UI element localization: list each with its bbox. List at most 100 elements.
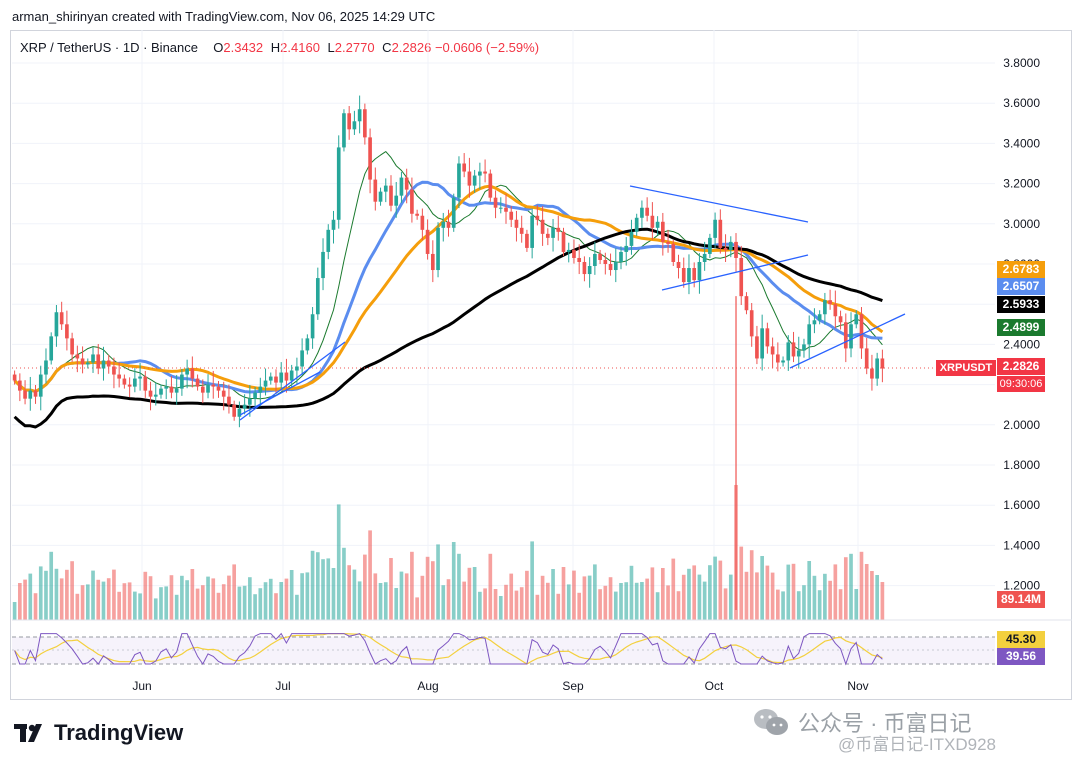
volume-bar xyxy=(791,563,796,620)
volume-bar xyxy=(540,575,545,620)
candle-body xyxy=(174,388,179,393)
symbol-label[interactable]: XRP / TetherUS · 1D · Binance xyxy=(20,40,198,55)
volume-bar xyxy=(112,569,116,620)
volume-badge: 89.14M xyxy=(997,591,1045,608)
candle-body xyxy=(498,207,503,209)
volume-bar xyxy=(634,582,639,620)
candle-body xyxy=(603,259,608,264)
rsi-line xyxy=(14,632,883,666)
candle-body xyxy=(221,390,226,397)
candle-body xyxy=(577,257,582,262)
volume-bar xyxy=(190,569,195,620)
candle-body xyxy=(713,219,717,238)
volume-bar xyxy=(624,582,629,620)
volume-bar xyxy=(504,584,508,620)
volume-bar xyxy=(451,542,456,620)
candle-body xyxy=(295,366,299,371)
volume-bar xyxy=(284,578,289,620)
candle-body xyxy=(169,386,174,393)
rsi-pane xyxy=(12,619,1072,666)
volume-bar xyxy=(603,585,608,620)
candle-body xyxy=(33,390,38,397)
chart-creator-caption: arman_shirinyan created with TradingView… xyxy=(12,9,436,24)
trendline xyxy=(629,185,809,223)
low-label: L xyxy=(327,40,335,55)
candle-body xyxy=(833,304,838,317)
volume-bar xyxy=(572,570,576,620)
candle-body xyxy=(101,360,106,369)
volume-bar xyxy=(122,583,127,620)
volume-bar xyxy=(237,586,242,620)
candle-body xyxy=(812,320,817,325)
volume-bar xyxy=(80,585,85,620)
volume-bar xyxy=(404,573,409,620)
tradingview-wordmark: TradingView xyxy=(54,720,184,745)
volume-bar xyxy=(796,591,801,620)
x-tick-label: Jun xyxy=(132,679,151,693)
volume-bar xyxy=(420,575,425,620)
candle-body xyxy=(572,249,576,258)
candle-body xyxy=(38,374,43,397)
volume-bar xyxy=(833,564,838,620)
trendline xyxy=(239,371,321,416)
volume-bar xyxy=(749,550,754,620)
candle-body xyxy=(728,241,733,250)
candle-body xyxy=(195,378,200,387)
x-tick-label: Aug xyxy=(417,679,438,693)
candle-body xyxy=(457,163,461,198)
candle-body xyxy=(310,314,315,339)
candle-body xyxy=(781,360,785,363)
volume-bar xyxy=(195,588,200,620)
candle-body xyxy=(44,360,48,375)
trendline xyxy=(661,254,809,291)
wechat-icon xyxy=(752,707,790,737)
watermark-text: 公众号 · 币富日记 xyxy=(798,711,972,736)
candle-body xyxy=(509,211,514,220)
volume-bar xyxy=(530,541,534,620)
candle-body xyxy=(389,185,393,206)
candle-body xyxy=(258,386,263,393)
candle-body xyxy=(467,171,472,186)
trendline xyxy=(239,341,346,421)
volume-bar xyxy=(268,578,273,620)
volume-bar xyxy=(817,590,822,620)
candle-body xyxy=(336,147,341,220)
volume-bar xyxy=(519,587,524,620)
candle-body xyxy=(289,370,294,381)
volume-bar xyxy=(525,570,529,620)
volume-bar xyxy=(864,564,869,620)
volume-bar xyxy=(211,578,216,620)
y-tick-label: 1.6000 xyxy=(1003,498,1040,512)
x-tick-label: Nov xyxy=(847,679,868,693)
volume-bar xyxy=(441,585,446,620)
candle-body xyxy=(734,241,738,258)
volume-bar xyxy=(692,565,697,620)
volume-bar xyxy=(180,575,184,620)
candle-body xyxy=(430,253,435,271)
volume-bar xyxy=(248,577,252,620)
candle-body xyxy=(823,300,827,315)
candle-body xyxy=(415,213,419,216)
candle-body xyxy=(347,113,352,130)
candle-body xyxy=(227,396,231,405)
last-price-badge: 2.2826 xyxy=(997,358,1045,375)
volume-bar xyxy=(23,579,27,620)
volume-bar xyxy=(232,564,237,620)
candle-body xyxy=(18,380,22,391)
volume-bar xyxy=(221,584,226,620)
candle-body xyxy=(80,358,85,365)
close-value: 2.2826 xyxy=(391,40,432,55)
volume-bar xyxy=(849,553,853,620)
y-tick-label: 1.4000 xyxy=(1003,538,1040,552)
candle-body xyxy=(530,215,534,248)
volume-bar xyxy=(786,564,791,620)
candle-body xyxy=(655,221,660,228)
candle-body xyxy=(640,207,644,218)
candle-body xyxy=(363,109,367,138)
volume-bar xyxy=(274,593,278,620)
candle-body xyxy=(153,394,158,397)
volume-bar xyxy=(708,565,712,620)
volume-bar xyxy=(551,569,555,620)
candle-body xyxy=(755,336,759,359)
